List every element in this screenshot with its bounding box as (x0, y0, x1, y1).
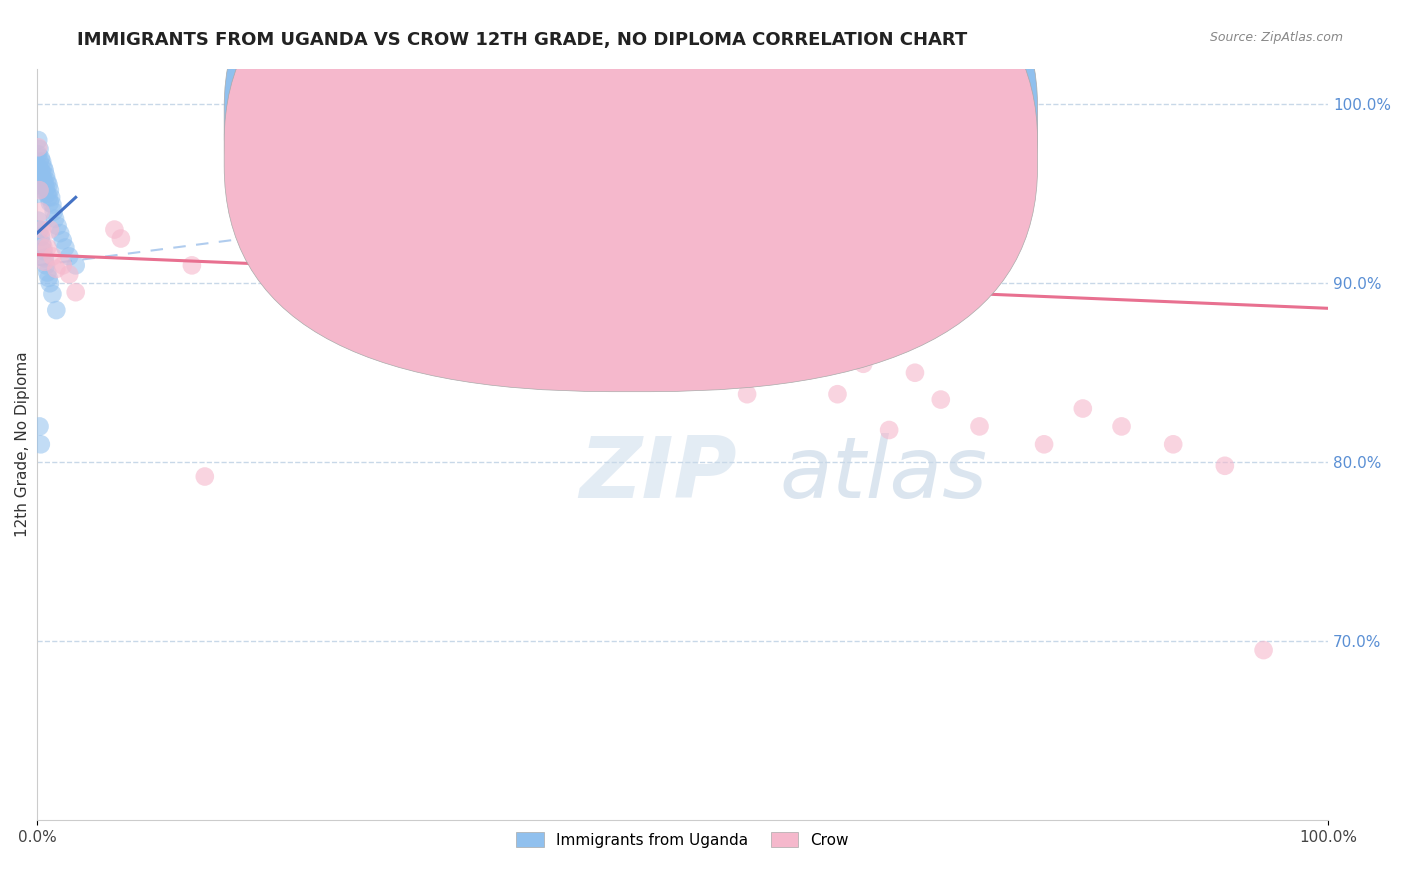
Point (49, 226, 72, 240)
Point (31, 154, 53, 169)
Point (37, 174, 59, 188)
Point (38, 222, 60, 236)
Point (852, 357, 875, 371)
Point (41, 287, 63, 301)
Point (969, 419, 991, 434)
Point (194, 469, 217, 483)
Text: atlas: atlas (779, 433, 987, 516)
Point (30, 437, 52, 451)
Point (27, 133, 49, 147)
Point (38, 195, 60, 210)
Point (45, 262, 67, 277)
Point (775, 348, 797, 362)
Text: R =  0.094  N = 52: R = 0.094 N = 52 (661, 111, 818, 128)
Point (34, 163, 56, 178)
Point (58, 249, 80, 263)
Point (30, 204, 52, 219)
Y-axis label: 12th Grade, No Diploma: 12th Grade, No Diploma (15, 351, 30, 537)
Point (30, 151, 52, 165)
Point (65, 285, 87, 300)
Point (1213, 458, 1236, 473)
Point (929, 392, 952, 407)
Point (35, 181, 58, 195)
Point (27, 172, 49, 186)
Point (44, 211, 66, 226)
Point (28, 167, 51, 181)
Point (180, 258, 202, 272)
Point (34, 176, 56, 190)
Point (904, 366, 927, 380)
Point (103, 222, 125, 236)
Point (52, 258, 75, 272)
Point (27, 186, 49, 201)
Point (32, 244, 55, 258)
Point (38, 277, 60, 291)
Point (28, 154, 51, 169)
Point (32, 160, 55, 174)
Point (27, 147, 49, 161)
Point (426, 285, 449, 300)
Point (28, 222, 51, 236)
Point (58, 268, 80, 282)
Point (27, 160, 49, 174)
Point (607, 321, 630, 335)
Point (27, 213, 49, 227)
Point (31, 222, 53, 236)
Point (38, 183, 60, 197)
Point (1033, 437, 1056, 451)
Point (37, 266, 59, 280)
Text: Source: ZipAtlas.com: Source: ZipAtlas.com (1209, 31, 1343, 45)
Point (30, 229, 52, 244)
Point (53, 240, 76, 254)
Point (735, 387, 758, 401)
Point (31, 165, 53, 179)
Point (27, 140, 49, 154)
Text: ZIP: ZIP (579, 433, 737, 516)
Point (1071, 401, 1094, 416)
Point (35, 169, 58, 183)
FancyBboxPatch shape (224, 0, 1038, 358)
Point (28, 183, 51, 197)
Point (633, 294, 655, 309)
Point (37, 240, 59, 254)
Point (32, 183, 55, 197)
FancyBboxPatch shape (592, 95, 935, 181)
Point (31, 176, 53, 190)
Point (52, 233, 75, 247)
Point (34, 251, 56, 265)
Point (658, 330, 681, 344)
Point (1111, 419, 1133, 434)
Point (413, 330, 436, 344)
FancyBboxPatch shape (224, 0, 1038, 392)
Point (877, 423, 900, 437)
Point (41, 197, 63, 211)
Point (46, 219, 69, 233)
Point (37, 186, 59, 201)
Point (827, 387, 849, 401)
Point (31, 236, 53, 251)
Text: IMMIGRANTS FROM UGANDA VS CROW 12TH GRADE, NO DIPLOMA CORRELATION CHART: IMMIGRANTS FROM UGANDA VS CROW 12TH GRAD… (77, 31, 967, 49)
Point (28, 142, 51, 156)
Point (1161, 437, 1184, 451)
Point (32, 240, 55, 254)
Point (110, 231, 132, 245)
Point (28, 419, 51, 434)
Point (34, 254, 56, 268)
Point (1253, 643, 1275, 657)
Point (39, 190, 62, 204)
Legend: Immigrants from Uganda, Crow: Immigrants from Uganda, Crow (510, 826, 855, 854)
Point (30, 163, 52, 178)
Point (35, 258, 58, 272)
Text: R = -0.072  N = 36: R = -0.072 N = 36 (661, 145, 818, 162)
Point (41, 249, 63, 263)
Point (42, 204, 65, 219)
Point (28, 178, 51, 192)
Point (32, 172, 55, 186)
Point (30, 174, 52, 188)
Point (65, 258, 87, 272)
Point (38, 178, 60, 192)
Point (45, 303, 67, 318)
Point (38, 190, 60, 204)
Point (38, 271, 60, 285)
